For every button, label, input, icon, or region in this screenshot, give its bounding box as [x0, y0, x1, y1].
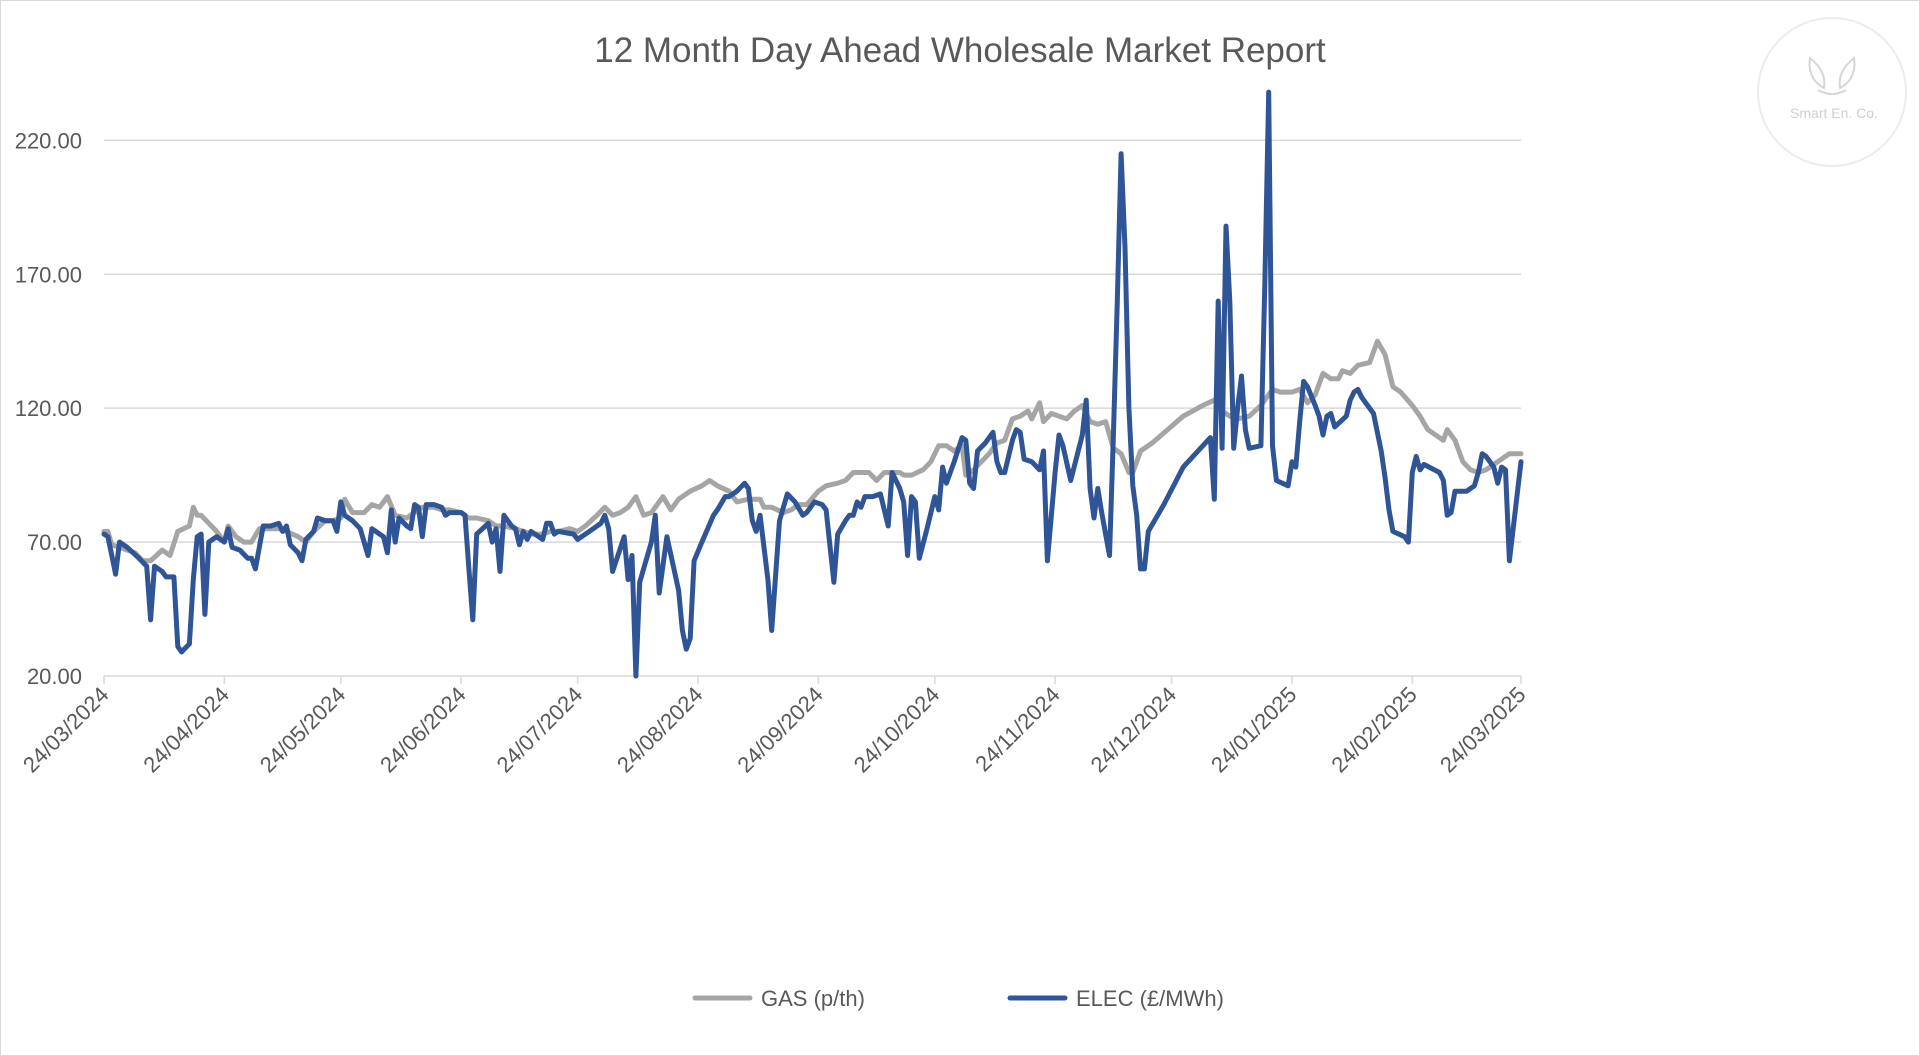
- x-tick-label: 24/04/2024: [138, 682, 234, 778]
- x-axis-labels: 24/03/2024 24/04/2024 24/05/2024 24/06/2024…: [18, 682, 1531, 778]
- legend-label-gas[interactable]: GAS (p/th): [761, 986, 865, 1011]
- x-tick-label: 24/06/2024: [375, 682, 471, 778]
- series-lines: [101, 89, 1524, 679]
- x-tick-label: 24/08/2024: [612, 682, 708, 778]
- series-line-elec: [101, 89, 1524, 679]
- y-tick-label: 220.00: [15, 128, 82, 153]
- y-tick-label: 120.00: [15, 396, 82, 421]
- y-tick-label: 70.00: [27, 530, 82, 555]
- x-tick-label: 24/03/2024: [18, 682, 114, 778]
- logo-ring: [1757, 17, 1907, 167]
- x-tick-label: 24/11/2024: [970, 682, 1064, 776]
- x-tick-label: 24/03/2025: [1435, 682, 1531, 778]
- y-tick-label: 170.00: [15, 262, 82, 287]
- x-tick-label: 24/02/2025: [1326, 682, 1422, 778]
- chart-title: 12 Month Day Ahead Wholesale Market Repo…: [594, 31, 1326, 70]
- x-tick-label: 24/01/2025: [1206, 682, 1302, 778]
- gridlines: [104, 139, 1521, 543]
- logo-text: Smart En. Co.: [1790, 105, 1878, 121]
- x-tick-label: 24/10/2024: [849, 682, 945, 778]
- company-logo: Smart En. Co.: [1757, 17, 1907, 167]
- x-tick-label: 24/12/2024: [1086, 682, 1182, 778]
- x-tick-label: 24/05/2024: [255, 682, 351, 778]
- legend: GAS (p/th) ELEC (£/MWh): [692, 986, 1224, 1011]
- legend-label-elec[interactable]: ELEC (£/MWh): [1076, 986, 1224, 1011]
- leaf-icon: [1808, 56, 1856, 95]
- x-tick-label: 24/07/2024: [492, 682, 588, 778]
- x-axis: [103, 675, 1522, 684]
- y-axis-labels: 20.00 70.00 120.00 170.00 220.00: [15, 128, 82, 689]
- y-tick-label: 20.00: [27, 664, 82, 689]
- x-tick-label: 24/09/2024: [732, 682, 828, 778]
